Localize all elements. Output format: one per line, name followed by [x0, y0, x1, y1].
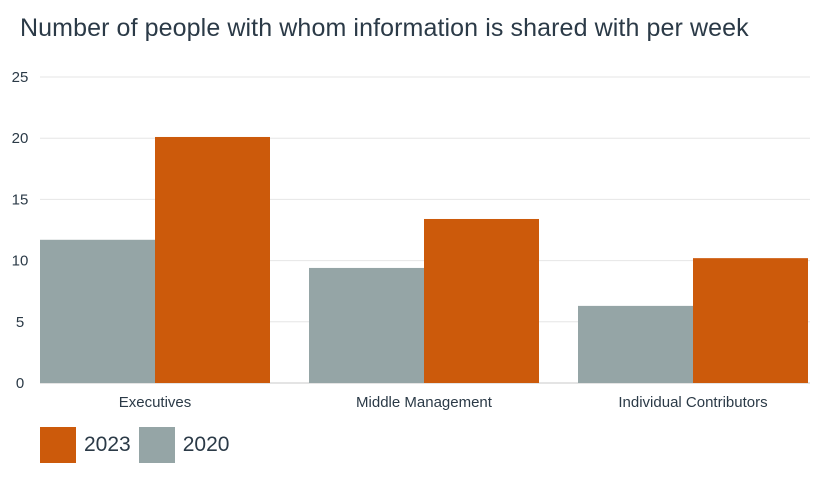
legend-swatch-2020 — [138, 427, 175, 463]
chart-title: Number of people with whom information i… — [20, 14, 749, 42]
bar-2023-individual-contributors — [693, 258, 808, 383]
x-tick-label-executives: Executives — [119, 394, 192, 411]
legend-label-2023: 2023 — [84, 433, 131, 456]
chart-legend: 2023 2020 — [40, 427, 237, 463]
y-tick-label-0: 0 — [16, 375, 24, 392]
legend-swatch-2023 — [40, 427, 76, 463]
y-tick-label-5: 5 — [16, 314, 24, 331]
legend-item-2023: 2023 — [40, 427, 131, 463]
legend-item-2020: 2020 — [138, 427, 230, 463]
y-tick-label-20: 20 — [12, 130, 29, 147]
bar-2023-middle-management — [424, 218, 539, 383]
y-tick-label-25: 25 — [12, 69, 29, 86]
bar-2020-individual-contributors — [578, 305, 693, 383]
legend-label-2020: 2020 — [182, 433, 230, 456]
y-tick-label-10: 10 — [12, 253, 29, 270]
bar-2023-executives — [155, 136, 270, 383]
x-tick-label-middle-management: Middle Management — [356, 394, 493, 411]
y-tick-label-15: 15 — [12, 191, 29, 208]
bar-2020-executives — [40, 239, 155, 383]
bar-chart: 0 5 10 15 20 25 Executives Middle Management Ind… — [12, 69, 810, 411]
x-tick-label-individual-contributors: Individual Contributors — [618, 394, 767, 411]
bar-2020-middle-management — [309, 267, 424, 383]
